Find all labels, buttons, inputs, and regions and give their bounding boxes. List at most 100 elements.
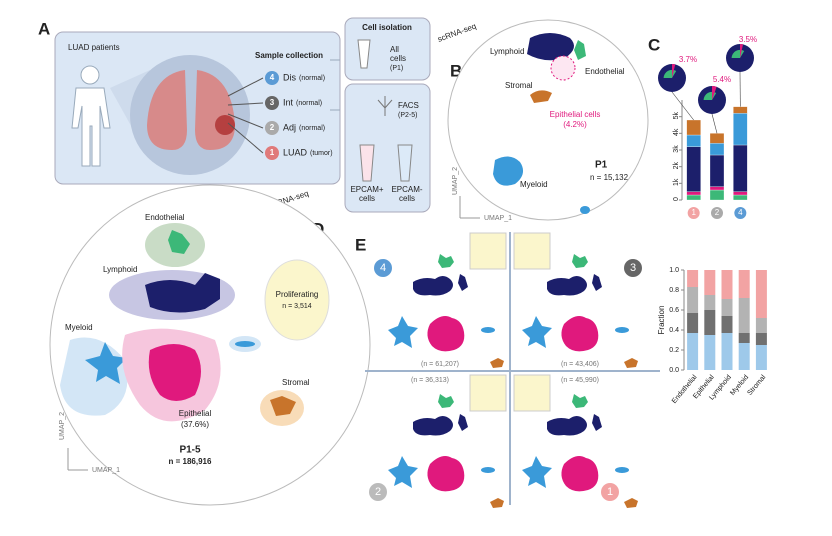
category-badge [734, 207, 747, 219]
y-tick-label: 5k [673, 111, 680, 119]
cluster [168, 230, 190, 254]
sample-name: Adj [283, 122, 296, 132]
sample-title: Sample collection [255, 51, 323, 60]
sample-n: n = 186,916 [169, 457, 212, 466]
quadrant-number: 2 [375, 486, 381, 498]
divider [365, 232, 660, 505]
bar-segment [755, 333, 767, 345]
inset [513, 232, 551, 270]
y-tick-label: 4k [673, 128, 680, 136]
bar-segment [709, 186, 725, 191]
quadrant-number: 1 [607, 486, 613, 498]
y-tick-label: 1.0 [669, 267, 679, 274]
pie-label: 3.5% [739, 35, 757, 44]
bar-segment [721, 299, 733, 316]
inset [469, 374, 507, 412]
bar-segment [709, 143, 725, 156]
bar-segment [721, 270, 733, 299]
y-tick-label: 0.8 [669, 287, 679, 294]
axis-arrow [459, 196, 480, 219]
bar-segment [738, 343, 750, 370]
sample-note: (tumor) [310, 150, 333, 157]
x-axis-label: UMAP_1 [484, 215, 512, 222]
inset [513, 374, 551, 412]
all-cells: All [390, 45, 399, 54]
tube [357, 39, 371, 69]
bar-segment [709, 154, 725, 187]
proliferating-label: n = 3,514 [282, 303, 311, 310]
bar-segment [721, 333, 733, 370]
facs-icon [377, 96, 393, 116]
y-tick-label: 0.2 [669, 347, 679, 354]
bar-segment [733, 194, 748, 201]
cluster-label: Myeloid [65, 323, 93, 332]
bar-segment [733, 144, 748, 192]
bar-segment [709, 133, 725, 144]
umap [388, 254, 504, 368]
category-badge [687, 207, 700, 219]
epcam-neg: EPCAM- [391, 185, 422, 194]
y-axis-label: UMAP_2 [59, 412, 66, 440]
cluster [493, 156, 524, 186]
sample-badge [265, 71, 279, 85]
quadrant-n: (n = 36,313) [411, 377, 449, 384]
x-tick-label: 1 [691, 208, 696, 217]
bar-segment [686, 134, 701, 147]
x-tick-label: Endothelial [671, 374, 699, 405]
bar-segment [704, 335, 716, 370]
epithelial-label: (37.6%) [181, 420, 209, 429]
bar-segment [738, 333, 750, 343]
sample-name: LUAD [283, 147, 308, 157]
epithelial-label: Epithelial cells [550, 110, 601, 119]
y-axis-label: UMAP_2 [452, 167, 459, 195]
pie-label: 3.7% [679, 55, 697, 64]
pointer [227, 102, 264, 106]
bar-segment [687, 313, 699, 333]
quadrant-badge [374, 259, 392, 277]
epithelial-label: Epithelial [179, 409, 212, 418]
arrow [330, 59, 340, 111]
cluster [235, 341, 255, 347]
bar-segment [686, 146, 701, 192]
bar-segment [733, 113, 748, 146]
y-tick-label: 1k [673, 178, 680, 186]
bar-segment [704, 310, 716, 335]
pointer [227, 113, 264, 129]
epithelial-label: (4.2%) [563, 120, 587, 129]
cluster [530, 90, 552, 103]
y-tick-label: 0.6 [669, 307, 679, 314]
x-tick-label: 4 [738, 208, 743, 217]
cluster-area [264, 259, 330, 341]
human-icon [71, 65, 111, 167]
quadrant-badge [601, 483, 619, 501]
x-tick-label: 2 [715, 208, 720, 217]
cluster [270, 396, 296, 416]
sample-name: Int [283, 97, 294, 107]
sample-note: (normal) [299, 125, 325, 132]
pie-slice [672, 64, 676, 78]
bar-segment [687, 333, 699, 370]
quadrant-n: (n = 45,990) [561, 377, 599, 384]
bar-segment [738, 270, 750, 298]
bar-segment [709, 189, 725, 201]
quadrant-n: (n = 61,207) [421, 361, 459, 368]
panel-label: A [38, 19, 50, 38]
bar-segment [755, 318, 767, 333]
tube [397, 144, 413, 182]
sample-badge [265, 121, 279, 135]
cluster [527, 33, 574, 61]
lung [147, 70, 187, 150]
bar-segment [733, 191, 748, 196]
pie-slice [740, 43, 744, 58]
sample-number: 2 [270, 123, 275, 132]
pie-slice [712, 86, 717, 100]
cluster [574, 40, 586, 60]
pointer [227, 77, 264, 97]
all-cells: cells [390, 54, 406, 63]
sample-note: (normal) [299, 75, 325, 82]
panel-a-title: LUAD patients [68, 43, 120, 52]
quadrant-number: 4 [380, 262, 386, 274]
cluster [580, 206, 590, 214]
bar-segment [704, 295, 716, 310]
